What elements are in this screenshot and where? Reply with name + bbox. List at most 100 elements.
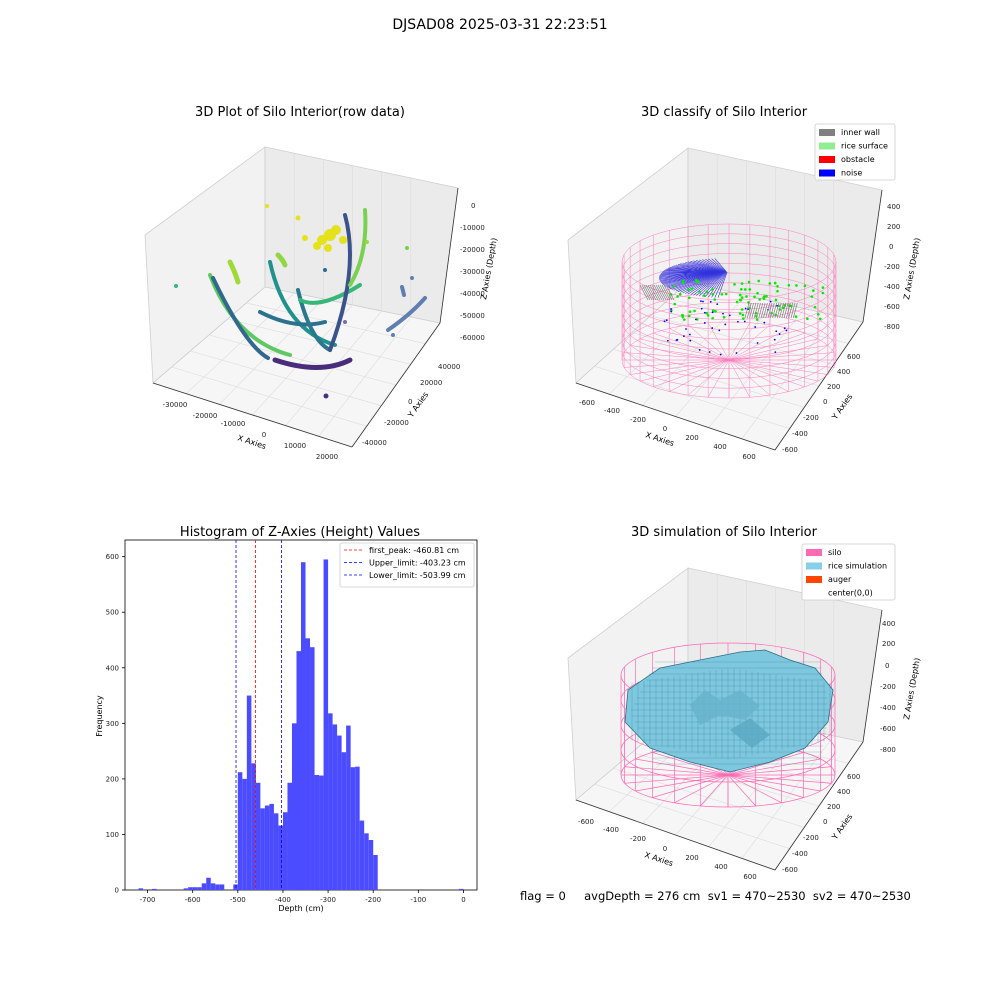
classify-xtick: 600	[742, 453, 755, 461]
histogram-bar	[323, 559, 329, 890]
simulation-ytick: 400	[837, 788, 850, 796]
raw-arc	[400, 285, 406, 297]
simulation-ytick: 600	[847, 773, 860, 781]
figure-title: DJSAD08 2025-03-31 22:23:51	[392, 17, 608, 33]
histogram-xtick: -200	[365, 896, 381, 904]
histogram-ytick: 300	[106, 720, 119, 728]
histogram-bar	[368, 840, 374, 890]
raw-scatter-points	[174, 240, 414, 399]
legend-label: rice surface	[841, 142, 888, 151]
raw-arc	[386, 296, 427, 332]
histogram-bar	[251, 763, 256, 890]
simulation-xlabel: X Axies	[643, 850, 674, 868]
classify-ytick: 200	[827, 383, 840, 391]
histogram-bar	[346, 725, 351, 890]
simulation-ztick: 400	[882, 620, 895, 628]
raw-ztick: -30000	[460, 268, 485, 276]
classify-z-ticks: 400 200 0 -200 -400 -600 -800	[884, 203, 900, 331]
raw-xtick: -20000	[193, 412, 218, 420]
classify-xtick: 400	[713, 443, 726, 451]
histogram-bar	[264, 805, 270, 890]
histogram-legend-label: Upper_limit: -403.23 cm	[369, 559, 466, 568]
classify-ytick: -200	[803, 414, 819, 422]
simulation-legend: silo rice simulation auger center(0,0)	[801, 543, 896, 601]
classify-ytick: -400	[792, 430, 808, 438]
histogram-bar	[355, 766, 360, 890]
raw-xtick: 20000	[316, 453, 338, 461]
histogram-bar	[278, 825, 283, 890]
histogram-bar	[319, 775, 324, 890]
raw-point-cloud	[208, 208, 427, 370]
classify-x-ticks: -600 -400 -200 0 200 400 600	[579, 399, 756, 461]
classify-xtick: 200	[685, 434, 698, 442]
simulation-xtick: -400	[603, 826, 619, 834]
histogram-bar	[359, 820, 365, 890]
raw-ytick: 40000	[438, 363, 460, 371]
histogram-bar	[206, 877, 211, 890]
histogram-bar	[210, 883, 216, 890]
legend-label: silo	[828, 548, 842, 557]
classify-legend: inner wall rice surface obstacle noise	[814, 123, 896, 181]
raw-ztick: -10000	[460, 224, 485, 232]
histogram-xtick: -600	[185, 896, 201, 904]
classify-xtick: -400	[604, 407, 620, 415]
histogram-bar	[332, 724, 338, 890]
histogram-legend: first_peak: -460.81 cm Upper_limit: -403.…	[339, 542, 475, 588]
raw-arc	[275, 252, 288, 268]
raw-panel-title: 3D Plot of Silo Interior(row data)	[195, 105, 405, 120]
raw-x-axis	[152, 382, 353, 448]
raw-z-ticks: 0 -10000 -20000 -30000 -40000 -50000 -60…	[460, 202, 485, 342]
histogram-bar	[458, 888, 464, 890]
legend-swatch	[819, 142, 835, 150]
simulation-y-ticks: -600 -400 -200 0 200 400 600	[782, 773, 860, 874]
classify-silo-wireframe	[621, 223, 837, 399]
raw-ytick: 0	[408, 398, 412, 406]
histogram-bar	[152, 888, 157, 890]
raw-ztick: -20000	[460, 246, 485, 254]
raw-xtick: 10000	[284, 442, 306, 450]
raw-ytick: -40000	[362, 439, 387, 447]
raw-arc	[272, 357, 353, 370]
legend-label: rice simulation	[828, 562, 887, 571]
raw-x-ticks: -30000 -20000 -10000 0 10000 20000	[163, 401, 339, 461]
histogram-xtick: -700	[140, 896, 156, 904]
legend-label: obstacle	[841, 155, 875, 164]
raw-arc	[298, 283, 362, 305]
histogram-bar	[246, 695, 252, 890]
simulation-z-axis	[862, 609, 883, 743]
histogram-bar	[192, 887, 198, 890]
histogram-title: Histogram of Z-Axies (Height) Values	[180, 525, 420, 540]
legend-swatch	[806, 549, 822, 556]
classify-xtick: -600	[579, 399, 595, 407]
legend-swatch	[806, 562, 822, 570]
simulation-ytick: 0	[823, 818, 827, 826]
classify-xtick: -200	[630, 416, 646, 424]
simulation-x-ticks: -600 -400 -200 0 200 400 600	[578, 818, 757, 881]
histogram-ytick: 600	[106, 553, 119, 561]
legend-swatch	[819, 129, 835, 136]
histogram-bar	[305, 638, 311, 890]
classify-3d-panel: 3D classify of Silo Interior inner wall r…	[567, 105, 922, 461]
classify-ztick: 400	[887, 203, 900, 211]
classify-ztick: -400	[884, 283, 900, 291]
histogram-ytick: 0	[115, 887, 119, 895]
simulation-3d-panel: 3D simulation of Silo Interior silo rice …	[567, 525, 922, 881]
simulation-ztick: 0	[885, 662, 889, 670]
simulation-z-ticks: 400 200 0 -200 -400 -600 -800	[880, 620, 896, 754]
raw-y-axis	[351, 322, 441, 448]
simulation-ytick: 200	[827, 803, 840, 811]
histogram-bar	[201, 883, 207, 890]
simulation-panel-title: 3D simulation of Silo Interior	[631, 525, 818, 540]
classify-ytick: -600	[782, 446, 798, 454]
raw-ztick: -60000	[460, 334, 485, 342]
histogram-y-ticks: 0 100 200 300 400 500 600	[106, 553, 125, 895]
histogram-bar	[138, 888, 144, 890]
simulation-zlabel: Z Axies (Depth)	[902, 657, 922, 720]
simulation-ytick: -200	[803, 834, 819, 842]
classify-zlabel: Z Axies (Depth)	[902, 237, 922, 300]
histogram-bar	[219, 884, 225, 890]
simulation-ztick: -200	[880, 683, 896, 691]
histogram-ytick: 500	[106, 609, 119, 617]
histogram-bar	[314, 775, 320, 890]
raw-ytick: 20000	[420, 379, 442, 387]
